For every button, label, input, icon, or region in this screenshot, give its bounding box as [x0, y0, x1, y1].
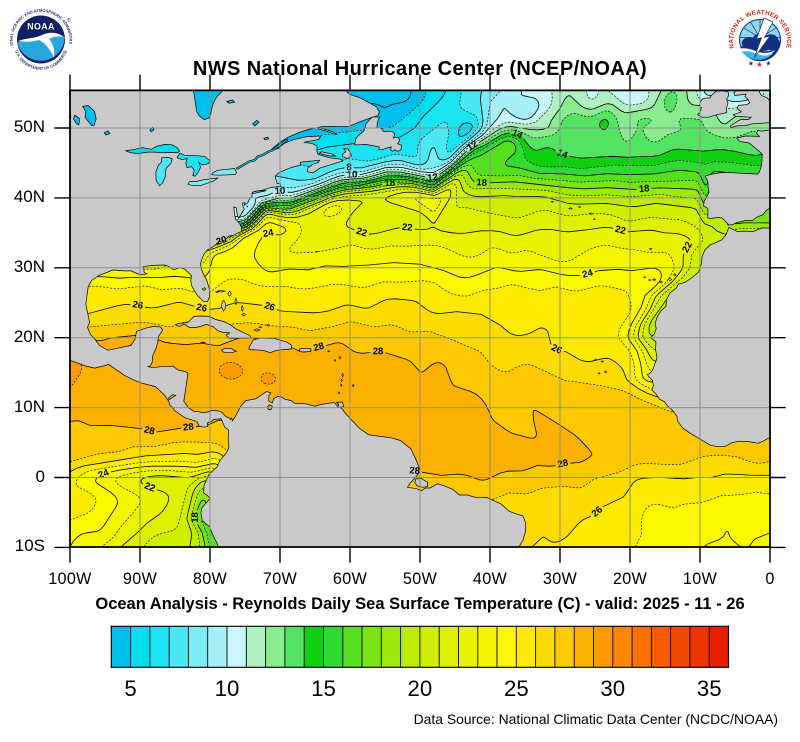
svg-text:★: ★ — [766, 60, 772, 68]
svg-text:14: 14 — [555, 147, 569, 161]
svg-text:★: ★ — [748, 60, 754, 68]
svg-text:18: 18 — [476, 177, 488, 189]
svg-text:22: 22 — [401, 222, 413, 234]
svg-text:22: 22 — [614, 224, 627, 237]
svg-text:18: 18 — [638, 183, 650, 195]
svg-text:22: 22 — [143, 480, 157, 494]
svg-text:26: 26 — [263, 300, 277, 314]
svg-text:26: 26 — [131, 299, 144, 312]
svg-text:28: 28 — [373, 346, 384, 357]
svg-text:18: 18 — [190, 511, 201, 522]
svg-text:22: 22 — [680, 240, 695, 255]
svg-text:28: 28 — [183, 421, 195, 433]
svg-text:10: 10 — [347, 169, 358, 180]
svg-text:28: 28 — [409, 465, 421, 477]
svg-text:8: 8 — [346, 162, 352, 173]
svg-text:24: 24 — [581, 267, 595, 281]
svg-text:12: 12 — [427, 172, 439, 184]
svg-text:18: 18 — [384, 177, 396, 189]
svg-text:22: 22 — [355, 226, 368, 240]
svg-text:NOAA: NOAA — [27, 22, 55, 32]
svg-text:12: 12 — [465, 139, 480, 154]
svg-text:26: 26 — [195, 302, 208, 315]
svg-text:★: ★ — [756, 60, 763, 69]
svg-text:14: 14 — [510, 127, 525, 142]
svg-text:®: ® — [67, 17, 71, 24]
svg-text:24: 24 — [262, 227, 275, 240]
svg-text:20: 20 — [215, 234, 229, 248]
svg-text:28: 28 — [312, 340, 326, 354]
svg-text:28: 28 — [143, 424, 157, 437]
